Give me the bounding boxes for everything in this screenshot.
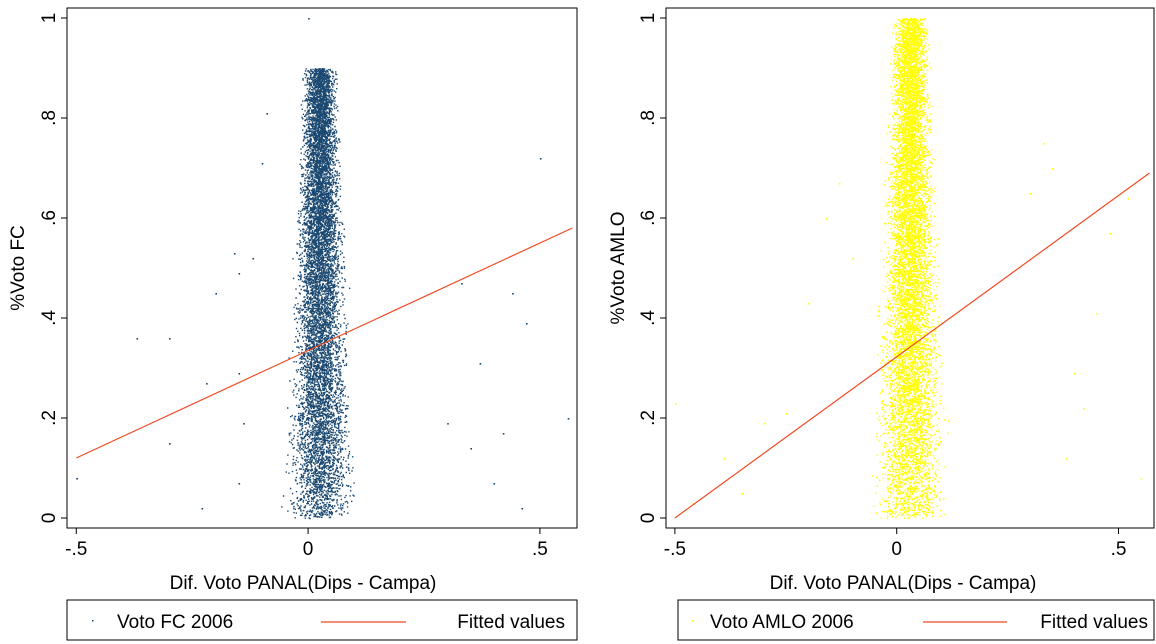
legend-box	[66, 599, 578, 641]
scatter-point	[479, 363, 482, 365]
y-tick-label: .4	[638, 310, 659, 326]
y-tick-label: .2	[638, 410, 659, 426]
scatter-point	[1109, 233, 1112, 235]
scatter-point	[233, 253, 236, 255]
x-tick-label: -.5	[664, 539, 686, 560]
scatter-point	[1052, 168, 1054, 170]
y-tick-label: .6	[638, 210, 659, 226]
x-tick-label: .5	[1111, 539, 1127, 560]
scatter-point	[243, 423, 245, 425]
scatter-point	[206, 383, 208, 385]
x-axis-ticks: -.5 0 .5	[65, 528, 548, 560]
scatter-point	[201, 508, 204, 510]
chart-panel-fc: -.5 0 .5 0 .2 .4 .6 .8 1 Dif. Voto PANAL(Dips -…	[8, 7, 578, 641]
legend-label-scatter: Voto FC 2006	[117, 612, 233, 633]
y-axis-ticks: 0 .2 .4 .6 .8 1	[39, 13, 67, 524]
y-axis-label: %Voto FC	[8, 225, 29, 311]
legend-label-fitted: Fitted values	[457, 612, 565, 633]
scatter-point	[169, 443, 171, 445]
scatter-point	[825, 218, 828, 220]
scatter-point	[1065, 458, 1067, 460]
chart-panel-amlo: -.5 0 .5 0 .2 .4 .6 .8 1 Dif. Voto PANAL(Dips -…	[608, 7, 1155, 641]
scatter-point	[1140, 478, 1143, 480]
scatter-point	[763, 423, 766, 425]
scatter-point	[76, 478, 78, 480]
scatter-point	[238, 273, 241, 275]
scatter-point	[674, 403, 677, 405]
scatter-point-cloud	[872, 18, 950, 520]
scatter-point	[723, 458, 726, 460]
scatter-series-fc	[76, 18, 570, 520]
scatter-point	[1096, 313, 1098, 315]
scatter-point	[238, 483, 241, 485]
legend: Voto AMLO 2006 Fitted values	[677, 599, 1155, 641]
scatter-point	[741, 493, 743, 495]
x-tick-label: 0	[891, 539, 902, 560]
fitted-line	[76, 227, 573, 459]
y-tick-label: 0	[638, 513, 659, 524]
scatter-point	[308, 18, 310, 20]
y-axis-label: %Voto AMLO	[608, 211, 629, 324]
scatter-point	[502, 433, 505, 435]
scatter-point	[808, 303, 810, 305]
y-tick-label: .8	[638, 110, 659, 126]
scatter-point	[238, 373, 241, 375]
x-axis-label: Dif. Voto PANAL(Dips - Campa)	[770, 573, 1037, 594]
scatter-point	[1029, 193, 1032, 195]
scatter-point	[839, 183, 841, 185]
scatter-point	[493, 483, 496, 485]
scatter-point	[1043, 143, 1045, 145]
scatter-point	[1083, 408, 1085, 410]
scatter-point	[539, 158, 542, 160]
scatter-point-cloud	[281, 68, 355, 520]
scatter-point	[512, 293, 514, 295]
y-tick-label: 1	[39, 13, 60, 24]
y-tick-label: 1	[638, 13, 659, 24]
scatter-point	[215, 293, 217, 295]
x-tick-label: 0	[303, 539, 314, 560]
y-tick-label: .2	[39, 410, 60, 426]
legend-marker-scatter	[692, 620, 694, 622]
scatter-point	[852, 258, 854, 260]
scatter-point	[261, 163, 264, 165]
y-tick-label: .8	[39, 110, 60, 126]
scatter-point	[470, 448, 472, 450]
scatter-point	[169, 338, 171, 340]
scatter-point	[252, 258, 255, 260]
scatter-point	[1127, 198, 1129, 200]
y-tick-label: 0	[39, 513, 60, 524]
scatter-point	[266, 113, 268, 115]
legend: Voto FC 2006 Fitted values	[66, 599, 578, 641]
scatter-point	[521, 508, 523, 510]
fitted-line	[674, 172, 1150, 519]
x-tick-label: .5	[532, 539, 548, 560]
legend-label-scatter: Voto AMLO 2006	[710, 612, 854, 633]
x-axis-label: Dif. Voto PANAL(Dips - Campa)	[170, 573, 437, 594]
y-tick-label: .4	[39, 310, 60, 326]
legend-box	[677, 599, 1155, 641]
x-tick-label: -.5	[65, 539, 87, 560]
scatter-point	[447, 423, 449, 425]
scatter-point	[461, 283, 463, 285]
y-axis-ticks: 0 .2 .4 .6 .8 1	[638, 13, 666, 524]
scatter-point	[136, 338, 139, 340]
scatter-point	[567, 418, 570, 420]
scatter-point	[526, 323, 528, 325]
legend-label-fitted: Fitted values	[1040, 612, 1148, 633]
legend-marker-scatter	[92, 620, 94, 622]
x-axis-ticks: -.5 0 .5	[664, 528, 1127, 560]
y-tick-label: .6	[39, 210, 60, 226]
scatter-point	[785, 413, 788, 415]
scatter-point	[1074, 373, 1076, 375]
